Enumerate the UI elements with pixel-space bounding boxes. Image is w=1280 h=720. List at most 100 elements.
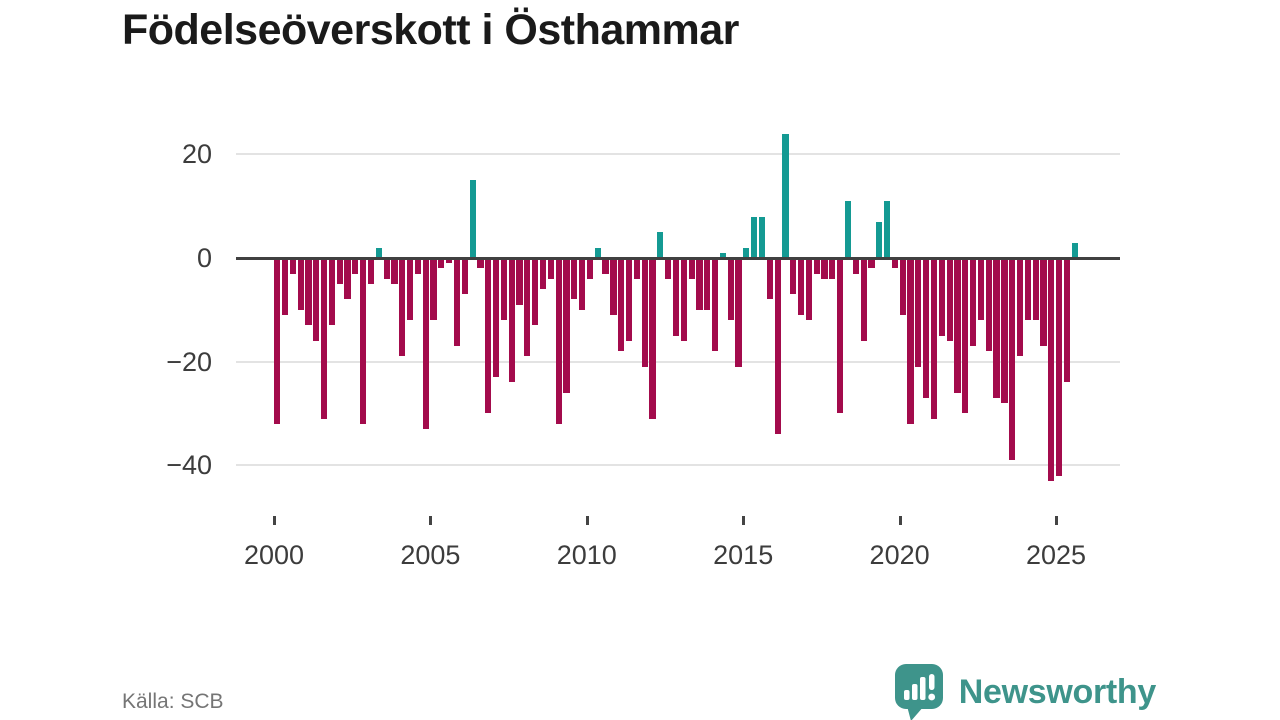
bar-positive <box>844 201 852 258</box>
y-axis-tick-label: −40 <box>166 450 212 481</box>
bar-negative <box>954 258 961 393</box>
bar-negative <box>821 258 828 279</box>
bar-negative <box>633 258 640 279</box>
bar-negative <box>328 258 335 326</box>
y-gridline <box>236 153 1120 156</box>
bar-negative <box>1048 258 1055 481</box>
x-axis-tick-mark <box>273 516 276 525</box>
x-axis-tick-label: 2025 <box>1025 540 1087 570</box>
bar-negative <box>711 258 719 352</box>
bar-negative <box>281 258 289 315</box>
bar-negative <box>571 258 578 300</box>
bar-negative <box>461 258 468 295</box>
y-axis-tick-label: 20 <box>181 139 212 170</box>
bar-negative <box>508 258 515 383</box>
bar-negative <box>680 258 687 341</box>
bar-negative <box>399 258 406 357</box>
x-axis-tick-mark <box>1055 516 1058 525</box>
bar-negative <box>555 258 562 424</box>
bar-negative <box>923 258 930 398</box>
bar-negative <box>485 258 492 414</box>
y-axis-tick-label: −20 <box>166 346 212 377</box>
x-axis-tick-label: 2020 <box>869 540 930 570</box>
bar-negative <box>766 258 773 300</box>
bar-positive <box>719 252 726 258</box>
x-axis-tick-label: 2015 <box>713 540 774 570</box>
source-caption: Källa: SCB <box>122 690 224 713</box>
bar-negative <box>930 258 938 419</box>
bar-negative <box>688 258 695 279</box>
bar-negative <box>837 258 844 414</box>
bar-negative <box>805 258 813 321</box>
bar-negative <box>962 258 969 414</box>
bar-negative <box>367 258 375 284</box>
bar-negative <box>868 258 875 269</box>
bar-negative <box>579 258 586 310</box>
bar-negative <box>993 258 1000 398</box>
bar-negative <box>641 258 648 367</box>
bar-negative <box>414 258 422 274</box>
bar-negative <box>813 258 820 274</box>
bar-negative <box>1001 258 1008 403</box>
bar-negative <box>907 258 914 424</box>
bar-negative <box>1009 258 1016 460</box>
bar-negative <box>860 258 867 341</box>
x-axis-tick-mark <box>429 516 433 525</box>
bar-negative <box>946 258 953 341</box>
zero-axis-line <box>236 256 1120 260</box>
bar-negative <box>344 258 351 300</box>
bar-negative <box>289 258 296 274</box>
x-axis-tick-mark <box>742 516 746 525</box>
bar-negative <box>274 258 281 424</box>
bar-negative <box>938 258 945 336</box>
bar-positive <box>782 133 789 258</box>
bar-positive <box>758 216 766 258</box>
bar-negative <box>477 258 484 269</box>
bar-negative <box>891 258 899 269</box>
bar-negative <box>1063 258 1071 383</box>
bar-negative <box>829 258 836 279</box>
bar-negative <box>516 258 523 305</box>
bar-negative <box>915 258 922 367</box>
bar-negative <box>336 258 343 284</box>
y-gridline <box>236 360 1120 363</box>
bar-positive <box>876 221 883 258</box>
bar-negative <box>547 258 554 279</box>
x-axis-tick-mark <box>585 516 589 525</box>
bar-positive <box>1071 242 1078 258</box>
bar-negative <box>618 258 625 352</box>
bar-negative <box>493 258 500 378</box>
bar-negative <box>704 258 711 310</box>
bar-positive <box>743 247 750 258</box>
bar-negative <box>790 258 797 295</box>
bar-negative <box>672 258 680 336</box>
bar-negative <box>422 258 429 429</box>
bar-negative <box>438 258 445 269</box>
bar-negative <box>649 258 656 419</box>
bar-negative <box>1032 258 1039 321</box>
x-axis-tick-mark <box>898 516 902 525</box>
bar-negative <box>1056 258 1063 476</box>
bar-negative <box>1024 258 1031 321</box>
bar-negative <box>360 258 367 424</box>
bar-negative <box>735 258 742 367</box>
bar-negative <box>430 258 437 321</box>
x-axis-tick-label: 2000 <box>243 540 305 570</box>
bar-negative <box>977 258 985 321</box>
bar-positive <box>884 201 891 258</box>
bar-negative <box>1016 258 1024 357</box>
bar-negative <box>453 258 461 347</box>
bar-negative <box>297 258 304 310</box>
bar-negative <box>665 258 672 279</box>
bar-negative <box>586 258 594 279</box>
bar-positive <box>375 247 382 258</box>
bar-negative <box>602 258 609 274</box>
bar-negative <box>774 258 781 435</box>
bar-negative <box>446 258 453 264</box>
bar-negative <box>305 258 312 326</box>
bar-positive <box>657 232 664 258</box>
bar-negative <box>852 258 859 274</box>
bar-negative <box>899 258 906 315</box>
bar-negative <box>1040 258 1047 347</box>
